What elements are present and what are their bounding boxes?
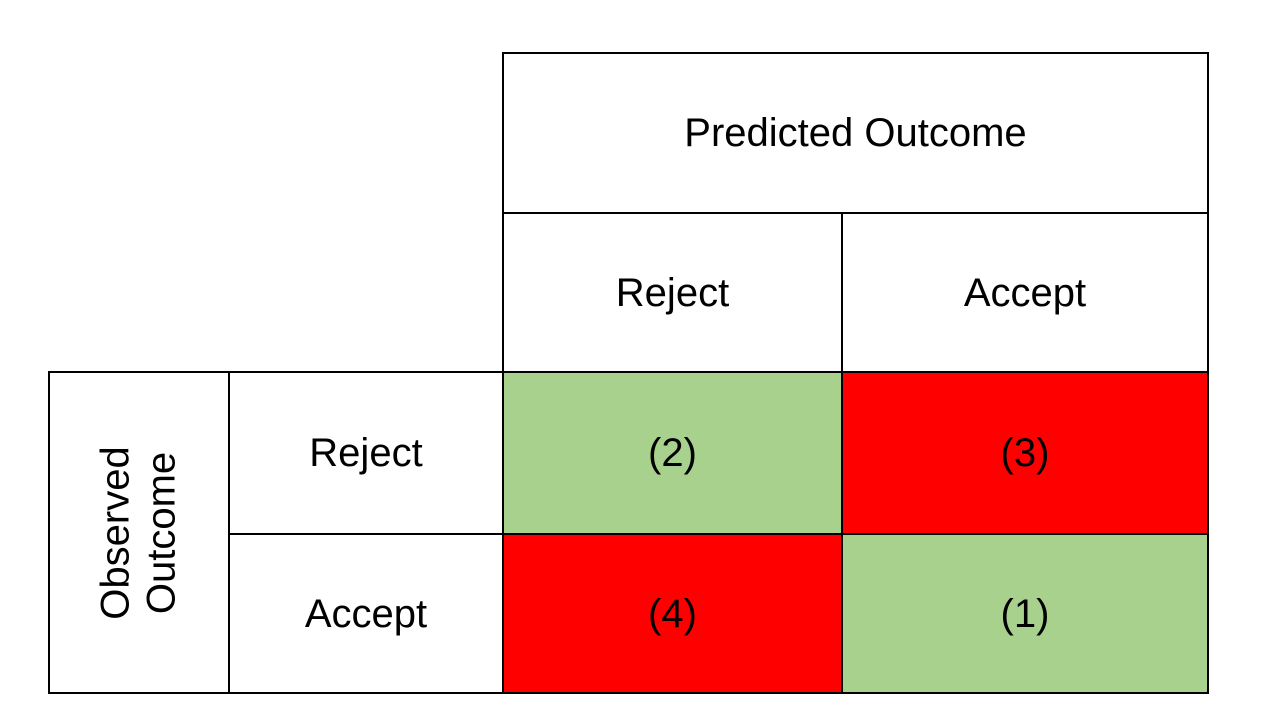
observed-outcome-label: Observed Outcome	[93, 446, 185, 619]
cell-observed-reject-predicted-accept: (3)	[841, 371, 1209, 535]
observed-reject-label: Reject	[228, 371, 504, 535]
cell-observed-accept-predicted-accept: (1)	[841, 533, 1209, 694]
observed-outcome-label-line-1: Observed	[93, 445, 138, 620]
observed-outcome-header: Observed Outcome	[48, 371, 230, 694]
observed-accept-label: Accept	[228, 533, 504, 694]
observed-outcome-label-wrap: Observed Outcome	[50, 446, 228, 619]
confusion-matrix: Predicted Outcome Reject Accept Observed…	[48, 52, 1209, 694]
predicted-reject-header: Reject	[502, 212, 843, 373]
cell-observed-reject-predicted-reject: (2)	[502, 371, 843, 535]
observed-outcome-label-line-2: Outcome	[139, 451, 184, 614]
empty-corner	[49, 53, 503, 372]
cell-observed-accept-predicted-reject: (4)	[502, 533, 843, 694]
predicted-accept-header: Accept	[841, 212, 1209, 373]
predicted-outcome-header: Predicted Outcome	[502, 52, 1209, 214]
